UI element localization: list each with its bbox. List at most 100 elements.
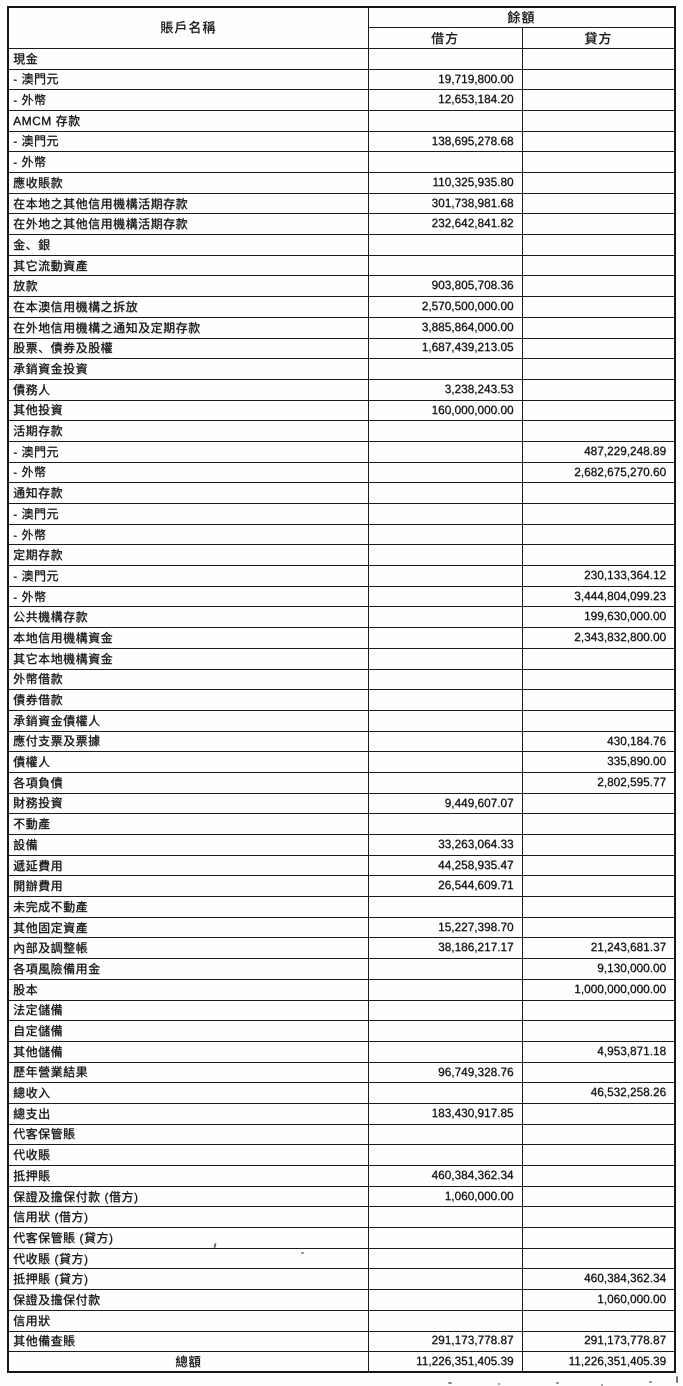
credit-cell	[521, 234, 676, 256]
account-label-cell: - 外幣	[7, 151, 369, 173]
debit-cell	[367, 627, 523, 649]
account-label-cell: 外幣借款	[7, 668, 369, 691]
credit-cell	[521, 875, 676, 898]
debit-cell: 301,738,981.68	[367, 192, 523, 215]
account-label-cell: 保證及擔保付款	[7, 1289, 369, 1311]
table-row: 金、銀	[7, 234, 676, 256]
scan-artifact	[649, 1381, 652, 1383]
table-row: 抵押賬 460,384,362.34	[7, 1165, 676, 1187]
debit-cell	[367, 771, 523, 794]
debit-cell	[367, 420, 523, 442]
credit-cell	[521, 358, 676, 380]
debit-cell	[367, 1144, 523, 1166]
account-label-cell: 法定儲備	[7, 999, 369, 1022]
account-label-cell: 債權人	[7, 751, 369, 773]
table-row: 代客保管賬	[7, 1123, 676, 1146]
table-row: 公共機構存款 199,630,000.00	[7, 606, 676, 629]
table-footer: 總額 11,226,351,405.39 11,226,351,405.39	[7, 1351, 676, 1373]
debit-cell	[367, 151, 523, 173]
debit-cell	[367, 234, 523, 256]
account-label-cell: - 澳門元	[7, 440, 369, 463]
debit-cell: 291,173,778.87	[367, 1330, 523, 1353]
debit-cell: 19,719,800.00	[367, 68, 523, 91]
table-row: 內部及調整帳 38,186,217.17 21,243,681.37	[7, 937, 676, 960]
credit-cell	[521, 378, 676, 401]
total-label: 總額	[7, 1351, 369, 1373]
debit-cell	[367, 109, 523, 132]
account-label-cell: 本地信用機構資金	[7, 627, 369, 649]
scan-artifact	[676, 1376, 678, 1383]
account-label-cell: 總收入	[7, 1082, 369, 1104]
table-row: 信用狀 (借方)	[7, 1206, 676, 1229]
table-row: - 外幣 3,444,804,099.23	[7, 585, 676, 608]
table-row: 代客保管賬 (貸方)	[7, 1227, 676, 1249]
table-row: 承銷資金債權人	[7, 709, 676, 732]
credit-cell	[521, 296, 676, 318]
table-row: 不動產	[7, 813, 676, 835]
table-row: 在外地之其他信用機構活期存款 232,642,841.82	[7, 213, 676, 236]
account-label-cell: 開辦費用	[7, 875, 369, 898]
table-row: 其他固定資產 15,227,398.70	[7, 916, 676, 939]
debit-cell: 3,885,864,000.00	[367, 316, 523, 339]
table-row: 財務投資 9,449,607.07	[7, 792, 676, 815]
debit-cell	[367, 482, 523, 504]
debit-cell: 1,687,439,213.05	[367, 337, 523, 360]
account-label-cell: - 澳門元	[7, 130, 369, 153]
account-label-cell: 其它本地機構資金	[7, 647, 369, 670]
debit-cell	[367, 958, 523, 980]
debit-cell: 460,384,362.34	[367, 1165, 523, 1187]
debit-cell	[367, 647, 523, 670]
credit-cell	[521, 130, 676, 153]
debit-cell	[367, 1247, 523, 1270]
credit-cell	[521, 1247, 676, 1270]
header-credit: 貸方	[521, 27, 676, 49]
table-row: 未完成不動產	[7, 896, 676, 918]
table-row: - 澳門元 138,695,278.68	[7, 130, 676, 153]
scan-artifact	[601, 1384, 603, 1386]
credit-cell: 487,229,248.89	[521, 440, 676, 463]
account-label-cell: - 外幣	[7, 461, 369, 484]
debit-cell	[367, 1206, 523, 1229]
table-body: 現金 - 澳門元 19,719,800.00- 外幣 12,653,184.20 AMC…	[7, 47, 676, 1353]
debit-cell	[367, 461, 523, 484]
credit-cell	[521, 1227, 676, 1249]
credit-cell	[521, 316, 676, 339]
table-row: 其它本地機構資金	[7, 647, 676, 670]
credit-cell	[521, 854, 676, 877]
account-label-cell: 承銷資金債權人	[7, 709, 369, 732]
credit-cell	[521, 1185, 676, 1208]
debit-cell: 26,544,609.71	[367, 875, 523, 898]
credit-cell: 1,060,000.00	[521, 1289, 676, 1311]
table-row: 定期存款	[7, 544, 676, 567]
account-label-cell: 在外地之其他信用機構活期存款	[7, 213, 369, 236]
account-label-cell: 在本地之其他信用機構活期存款	[7, 192, 369, 215]
debit-cell: 138,695,278.68	[367, 130, 523, 153]
account-label-cell: 債券借款	[7, 689, 369, 711]
credit-cell: 2,802,595.77	[521, 771, 676, 794]
credit-cell	[521, 1102, 676, 1125]
debit-cell	[367, 585, 523, 608]
account-label-cell: 各項負債	[7, 771, 369, 794]
debit-cell	[367, 606, 523, 629]
debit-cell: 3,238,243.53	[367, 378, 523, 401]
account-label-cell: 保證及擔保付款 (借方)	[7, 1185, 369, 1208]
table-row: 各項風險備用金 9,130,000.00	[7, 958, 676, 980]
debit-cell: 33,263,064.33	[367, 834, 523, 856]
credit-cell	[521, 689, 676, 711]
debit-cell	[367, 709, 523, 732]
table-row: 其它流動資產	[7, 254, 676, 277]
debit-cell	[367, 1268, 523, 1291]
table-row: 保證及擔保付款 (借方) 1,060,000.00	[7, 1185, 676, 1208]
account-label-cell: 其它流動資產	[7, 254, 369, 277]
table-row: 活期存款	[7, 420, 676, 442]
credit-cell: 335,890.00	[521, 751, 676, 773]
header-debit: 借方	[367, 27, 523, 49]
credit-cell	[521, 47, 676, 70]
table-row: 設備 33,263,064.33	[7, 834, 676, 856]
credit-cell	[521, 813, 676, 835]
header-account-name: 賬戶名稱	[7, 6, 369, 49]
table-row: - 外幣 12,653,184.20	[7, 89, 676, 111]
table-row: 債權人 335,890.00	[7, 751, 676, 773]
account-label-cell: 其他備查賬	[7, 1330, 369, 1353]
account-label-cell: 各項風險備用金	[7, 958, 369, 980]
